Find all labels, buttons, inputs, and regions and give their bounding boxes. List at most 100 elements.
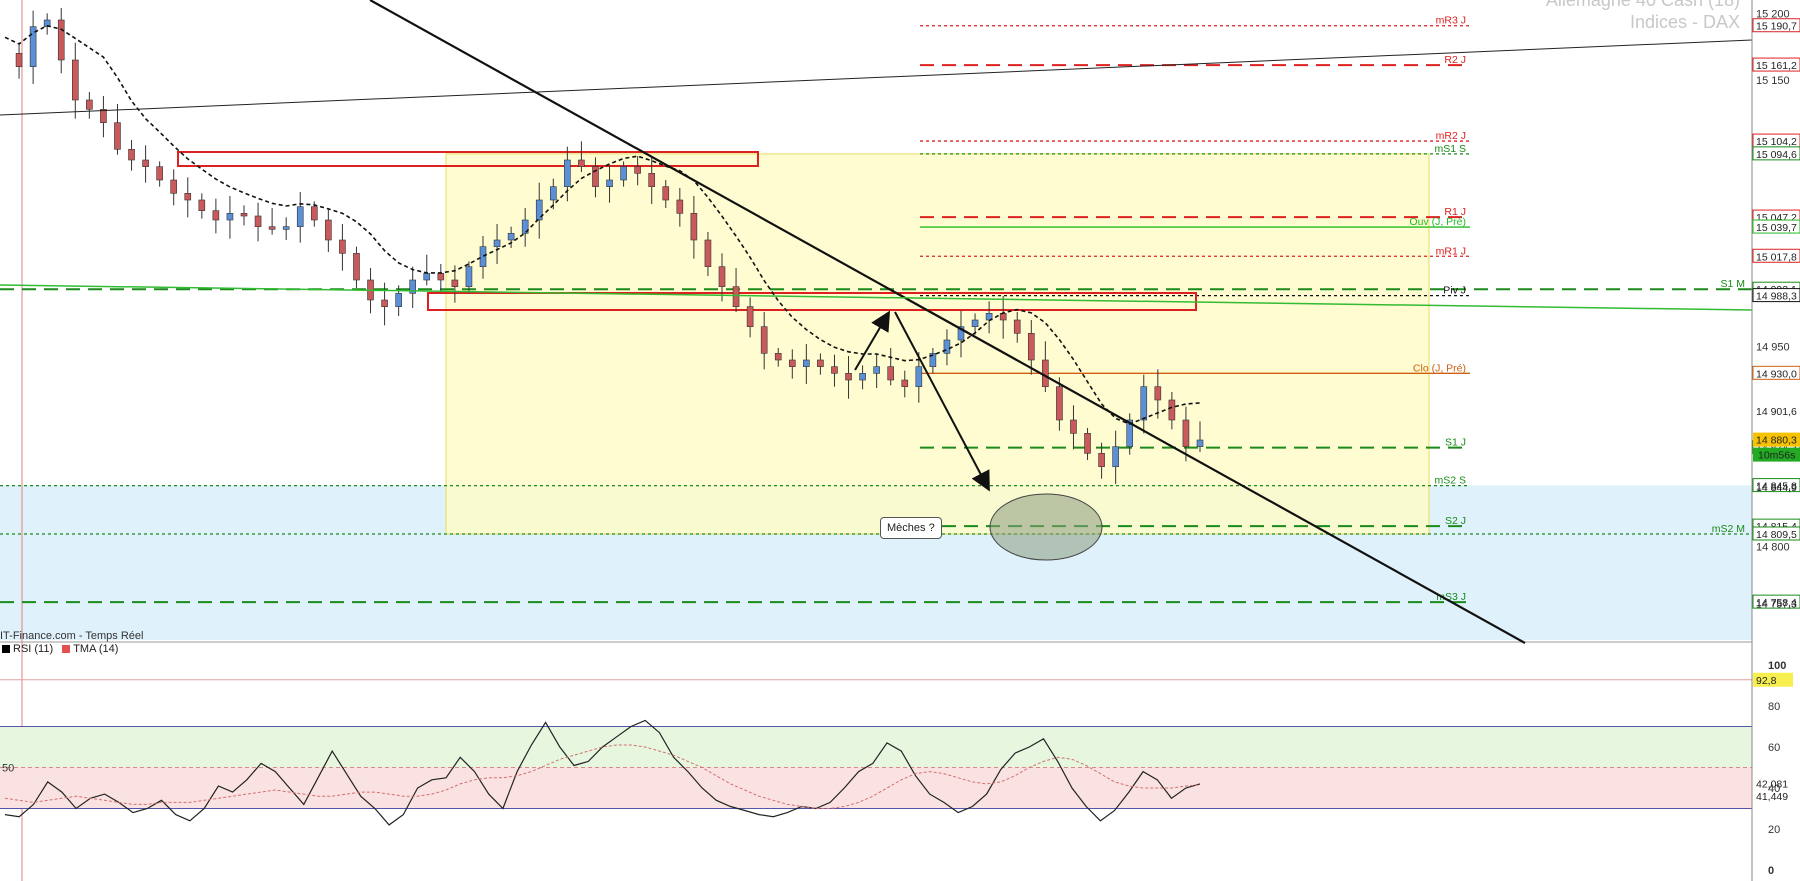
candle-body [57, 19, 65, 61]
candle-body [1013, 319, 1021, 334]
candle-body [29, 26, 37, 67]
price-tag-mS2M [1752, 526, 1800, 541]
tma-legend[interactable]: TMA (14) [73, 643, 119, 655]
price-tag-Piv [1752, 288, 1800, 303]
candle-body [493, 239, 501, 247]
level-label-mS2M: mS2 M [1712, 523, 1745, 535]
indicator-legend: RSI (11) TMA (14) [0, 643, 118, 655]
candle-body [662, 186, 670, 201]
trendline-upper [0, 39, 1753, 116]
chart-title: Allemagne 40 Cash (18) [1546, 0, 1740, 10]
candle-body [451, 279, 459, 287]
rsi-tag-92 [1753, 672, 1793, 687]
candle-body [1070, 419, 1077, 434]
candle-body [1112, 446, 1119, 467]
price-tag-extra: 14 844,9 [1756, 482, 1797, 494]
candle-body [423, 273, 431, 281]
candle-body [395, 293, 402, 307]
candle-body [1126, 419, 1134, 447]
level-label-mR2: mR2 J [1436, 130, 1466, 142]
price-tag-text-Ouv: 15 039,7 [1756, 222, 1797, 234]
candle-body [817, 359, 824, 367]
rsi-series-line [4, 719, 1201, 826]
rsi-oversold-band [0, 767, 1752, 809]
arrow-down [894, 311, 990, 492]
rsi-tag-text: 42,081 [1756, 779, 1788, 791]
price-tag-text-mR1: 15 017,8 [1756, 251, 1797, 263]
tma-series-line [4, 744, 1201, 809]
candle-body [887, 366, 895, 381]
candle-body [128, 149, 135, 161]
range-zone-yellow [445, 153, 1430, 535]
candle-body [86, 99, 93, 110]
trendline-bearish [369, 0, 1526, 644]
candle-body [1042, 359, 1049, 387]
candle-body [788, 359, 796, 367]
candle-body [1027, 333, 1035, 361]
tma-tag-text: 41,449 [1756, 791, 1788, 803]
candle-body [212, 210, 220, 221]
candle-body [704, 239, 712, 267]
candle-body [1154, 386, 1162, 401]
price-tag-mS3 [1752, 594, 1800, 609]
candle-body [620, 166, 627, 181]
meches-annotation[interactable]: Mèches ? [880, 517, 942, 539]
rsi-mid-label: 50 [2, 763, 14, 775]
chart-subtitle: Indices - DAX [1630, 12, 1740, 32]
candle-body [15, 53, 23, 67]
price-tag-text-mS2S: 14 845,8 [1756, 481, 1797, 493]
price-tag-Ouv [1752, 219, 1800, 234]
price-tag-extra: 14 757,3 [1756, 599, 1797, 611]
price-tag-mR1 [1752, 248, 1800, 263]
candle-body [718, 266, 726, 287]
level-label-S1: S1 J [1445, 437, 1466, 449]
candle-body [676, 199, 684, 214]
candle-body [226, 213, 234, 221]
candle-body [564, 159, 571, 187]
candle-body [142, 159, 149, 167]
rsi-tick-label: 40 [1768, 783, 1780, 795]
candle-body [240, 213, 248, 217]
candle-body [114, 122, 121, 150]
level-label-Piv: Piv J [1443, 285, 1466, 297]
price-tag-text-mR3: 15 190,7 [1756, 21, 1797, 33]
candle-body [282, 226, 290, 230]
price-tag-text-Clo: 14 930,0 [1756, 368, 1797, 380]
candle-body [971, 319, 979, 327]
price-tag-mR3 [1752, 18, 1800, 33]
moving-average-line [4, 24, 1201, 425]
candle-body [578, 159, 585, 167]
level-label-R1: R1 J [1444, 206, 1466, 218]
candle-body [549, 186, 557, 201]
candle-body [521, 219, 529, 234]
level-label-R2: R2 J [1444, 54, 1466, 66]
level-label-mR1: mR1 J [1436, 245, 1466, 257]
candle-body [943, 339, 951, 354]
level-label-mS2S: mS2 S [1434, 475, 1466, 487]
rsi-overbought-band [0, 726, 1752, 768]
candle-body [732, 286, 740, 307]
level-label-Ouv: Ouv (J, Pré) [1409, 216, 1466, 228]
candle-body [1182, 419, 1190, 447]
price-tag-text-mS1S: 15 094,6 [1756, 149, 1797, 161]
candle-body [1196, 439, 1204, 447]
last-price-tag [1753, 432, 1800, 447]
candle-body [1056, 386, 1063, 421]
wick-target-ellipse [989, 493, 1103, 561]
candle-body [325, 219, 332, 241]
candle-body [71, 59, 79, 101]
candle-body [915, 366, 923, 387]
rsi-tick-label: 80 [1768, 701, 1780, 713]
candle-body [873, 366, 880, 374]
candle-body [634, 166, 641, 174]
price-tag-mS2S [1752, 478, 1800, 493]
candle-body [535, 199, 543, 221]
y-tick-label: 15 150 [1756, 75, 1790, 87]
candle-body [254, 215, 262, 227]
price-tag-extra: 14 901,6 [1756, 406, 1797, 418]
last-price-text: 14 880,3 [1756, 435, 1797, 447]
level-label-mR3: mR3 J [1436, 15, 1466, 27]
candle-body [198, 199, 206, 211]
rsi-legend[interactable]: RSI (11) [13, 643, 54, 655]
